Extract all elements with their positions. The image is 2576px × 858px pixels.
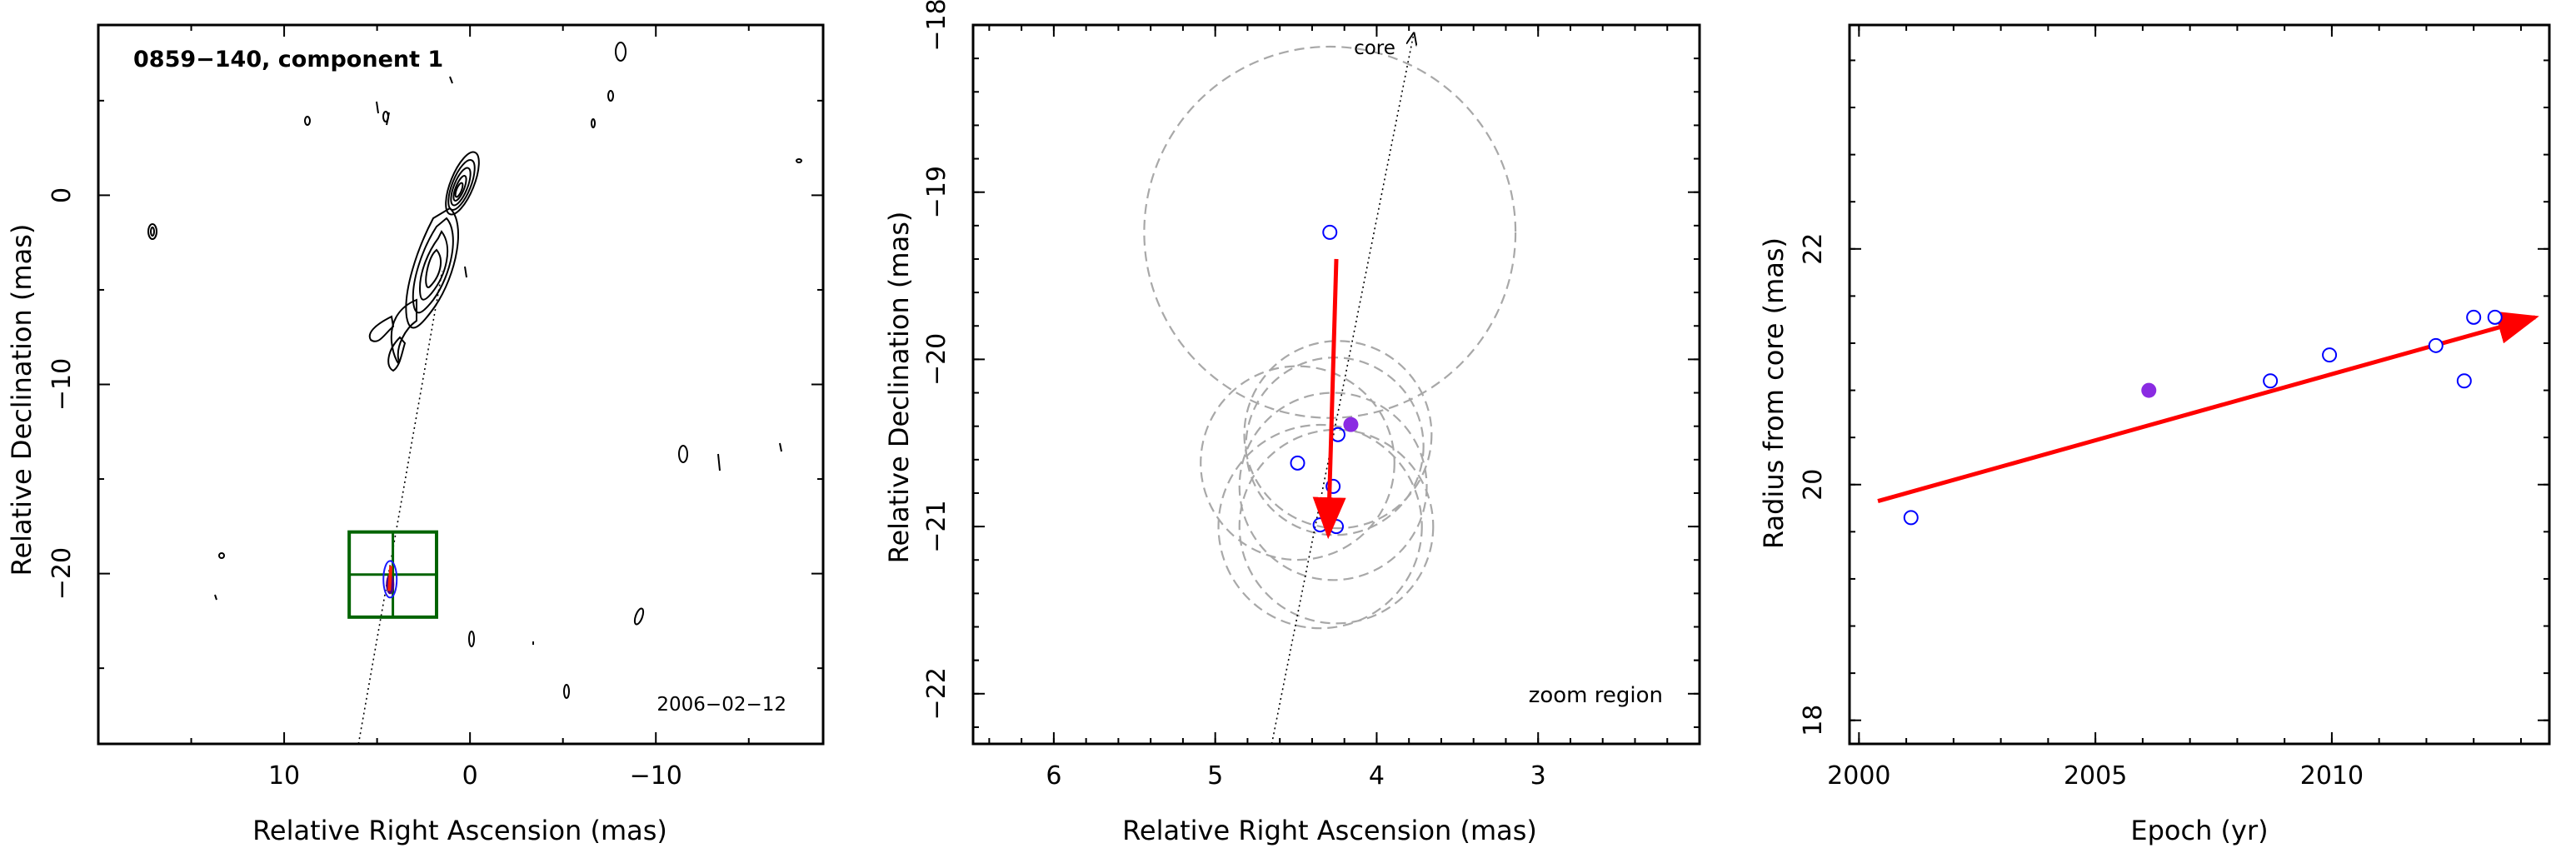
motion-arrow	[1312, 258, 1346, 540]
error-circle	[1238, 392, 1428, 581]
radius-plot-frame	[1848, 23, 2551, 746]
radius-point	[2466, 309, 2482, 325]
x-tick-label: 10	[268, 761, 300, 791]
y-tick-label: −22	[922, 667, 951, 720]
component-motion	[387, 566, 393, 591]
y-tick-label: −20	[47, 547, 77, 600]
core-label: core	[1354, 37, 1395, 59]
zoom-plot-frame	[971, 23, 1701, 746]
radius-point	[2487, 309, 2503, 325]
x-tick-label: 3	[1530, 761, 1546, 791]
x-tick-label: 2005	[2064, 761, 2127, 791]
error-circle	[1143, 45, 1517, 419]
x-tick-label: −10	[630, 761, 682, 791]
radius-points	[1903, 309, 2503, 526]
radius-point	[2428, 337, 2444, 353]
position-point	[1322, 224, 1338, 240]
component-marker	[382, 560, 398, 599]
zoom-panel: 6 5 4 3 −18 −19 −20 −21 −22 core zoom region Rel…	[883, 0, 1701, 846]
position-point	[1312, 517, 1328, 533]
fit-arrow	[1877, 311, 2539, 503]
y-tick-label: −10	[47, 358, 77, 411]
zoom-ticks: 6 5 4 3 −18 −19 −20 −21 −22	[922, 0, 1700, 791]
zoom-y-axis-label: Relative Declination (mas)	[883, 212, 915, 564]
error-circles	[1143, 45, 1517, 630]
error-circle	[1200, 365, 1395, 561]
map-ticks: 10 0 −10 0 −10 −20	[47, 25, 823, 791]
radius-y-axis-label: Radius from core (mas)	[1758, 237, 1790, 549]
radius-point	[2322, 347, 2338, 363]
radius-point-current	[2141, 382, 2157, 398]
x-tick-label: 4	[1369, 761, 1385, 791]
error-circle	[1238, 428, 1435, 625]
radio-contour-map	[147, 42, 802, 699]
x-tick-label: 2010	[2300, 761, 2364, 791]
y-tick-label: 18	[1799, 705, 1828, 736]
map-plot-frame	[97, 23, 825, 746]
zoom-region-label: zoom region	[1529, 683, 1663, 708]
x-tick-label: 6	[1046, 761, 1061, 791]
map-panel: 10 0 −10 0 −10 −20 0859−140, component 1 2006…	[6, 23, 825, 846]
position-point-current	[1343, 417, 1359, 432]
position-point	[1329, 519, 1344, 535]
position-point	[1290, 455, 1305, 471]
radius-panel: 2000 2005 2010 18 20 22 Epoch (yr) Radius fro…	[1758, 23, 2551, 846]
y-tick-label: −21	[922, 500, 951, 552]
y-tick-label: −18	[922, 0, 951, 52]
y-tick-label: −19	[922, 166, 951, 218]
y-tick-label: 22	[1799, 233, 1828, 265]
zoom-x-axis-label: Relative Right Ascension (mas)	[1122, 815, 1537, 846]
map-x-axis-label: Relative Right Ascension (mas)	[252, 815, 667, 846]
map-date-label: 2006−02−12	[656, 694, 786, 716]
jet-axis-line	[357, 271, 443, 745]
y-tick-label: 20	[1799, 469, 1828, 501]
y-tick-label: 0	[47, 187, 77, 203]
y-tick-label: −20	[922, 333, 951, 386]
radius-x-axis-label: Epoch (yr)	[2130, 815, 2268, 846]
component-contour	[382, 560, 398, 599]
map-y-axis-label: Relative Declination (mas)	[6, 224, 37, 576]
position-point	[1325, 478, 1341, 494]
x-tick-label: 5	[1207, 761, 1223, 791]
error-circle	[1217, 423, 1423, 630]
x-tick-label: 2000	[1827, 761, 1890, 791]
map-title: 0859−140, component 1	[133, 47, 443, 72]
jet-axis-line	[1271, 33, 1414, 745]
radius-point	[2263, 373, 2279, 389]
x-tick-label: 0	[462, 761, 478, 791]
radius-point	[1903, 510, 1919, 526]
radius-ticks: 2000 2005 2010 18 20 22	[1799, 25, 2549, 791]
radius-point	[2456, 373, 2472, 389]
zoom-box	[347, 530, 438, 619]
